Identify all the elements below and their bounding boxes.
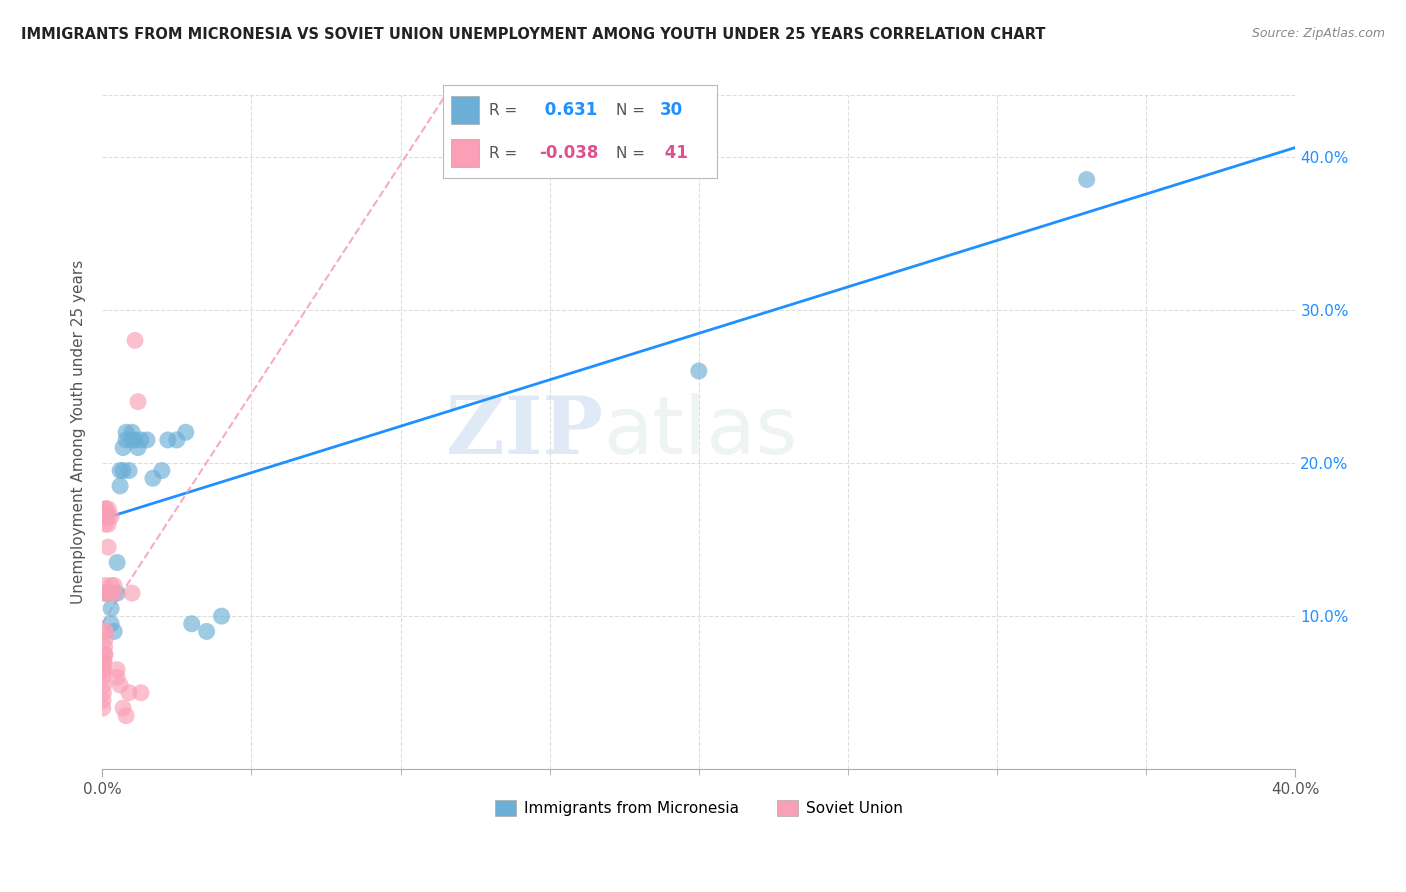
Point — [94, 578, 117, 592]
Text: R =: R = — [489, 103, 517, 118]
Point — [129, 686, 152, 700]
Point — [108, 479, 131, 493]
Point — [105, 670, 128, 684]
Text: 0.631: 0.631 — [538, 101, 598, 119]
Point — [127, 394, 149, 409]
Point — [115, 425, 138, 440]
Point — [93, 686, 115, 700]
Point — [195, 624, 218, 639]
Point — [129, 433, 152, 447]
Point — [156, 433, 179, 447]
Point — [105, 586, 128, 600]
Point — [103, 586, 125, 600]
Point — [94, 632, 117, 646]
Point — [118, 686, 141, 700]
Point — [94, 586, 117, 600]
FancyBboxPatch shape — [451, 139, 478, 167]
Text: -0.038: -0.038 — [538, 145, 598, 162]
Point — [94, 648, 117, 662]
Point — [94, 501, 117, 516]
Point — [100, 601, 122, 615]
Point — [93, 678, 115, 692]
Point — [150, 464, 173, 478]
Point — [100, 578, 122, 592]
Point — [121, 425, 143, 440]
Point — [97, 517, 120, 532]
Point — [688, 364, 710, 378]
Point — [115, 708, 138, 723]
Point — [112, 464, 135, 478]
Text: 30: 30 — [659, 101, 682, 119]
Point — [105, 556, 128, 570]
Point — [94, 586, 117, 600]
Point — [91, 701, 114, 715]
Point — [112, 441, 135, 455]
Point — [136, 433, 159, 447]
Point — [174, 425, 197, 440]
Point — [211, 609, 233, 624]
Point — [121, 586, 143, 600]
Point — [93, 655, 115, 669]
Point — [103, 578, 125, 592]
Point — [93, 655, 115, 669]
Point — [108, 678, 131, 692]
Point — [100, 616, 122, 631]
Point — [97, 540, 120, 554]
Point — [93, 663, 115, 677]
Point — [94, 624, 117, 639]
Text: 41: 41 — [659, 145, 689, 162]
Point — [124, 334, 146, 348]
Point — [94, 624, 117, 639]
Text: Source: ZipAtlas.com: Source: ZipAtlas.com — [1251, 27, 1385, 40]
Point — [91, 663, 114, 677]
Text: IMMIGRANTS FROM MICRONESIA VS SOVIET UNION UNEMPLOYMENT AMONG YOUTH UNDER 25 YEA: IMMIGRANTS FROM MICRONESIA VS SOVIET UNI… — [21, 27, 1046, 42]
Point — [180, 616, 202, 631]
Text: N =: N = — [616, 145, 644, 161]
Point — [97, 586, 120, 600]
Point — [93, 640, 115, 654]
Point — [94, 517, 117, 532]
Point — [91, 670, 114, 684]
Text: N =: N = — [616, 103, 644, 118]
Point — [94, 509, 117, 524]
Point — [97, 509, 120, 524]
Text: R =: R = — [489, 145, 517, 161]
Legend: Immigrants from Micronesia, Soviet Union: Immigrants from Micronesia, Soviet Union — [489, 794, 910, 822]
Point — [127, 441, 149, 455]
Point — [112, 701, 135, 715]
Point — [108, 464, 131, 478]
Point — [124, 433, 146, 447]
Point — [93, 648, 115, 662]
Point — [142, 471, 165, 485]
Point — [118, 464, 141, 478]
Text: ZIP: ZIP — [446, 393, 603, 471]
Point — [1076, 172, 1098, 186]
Point — [91, 693, 114, 707]
Point — [103, 624, 125, 639]
Point — [115, 433, 138, 447]
Point — [100, 586, 122, 600]
Point — [166, 433, 188, 447]
Point — [94, 586, 117, 600]
Point — [97, 501, 120, 516]
Point — [121, 433, 143, 447]
Text: atlas: atlas — [603, 393, 797, 471]
Point — [94, 501, 117, 516]
Point — [100, 509, 122, 524]
FancyBboxPatch shape — [451, 96, 478, 124]
Y-axis label: Unemployment Among Youth under 25 years: Unemployment Among Youth under 25 years — [72, 260, 86, 605]
Point — [105, 663, 128, 677]
